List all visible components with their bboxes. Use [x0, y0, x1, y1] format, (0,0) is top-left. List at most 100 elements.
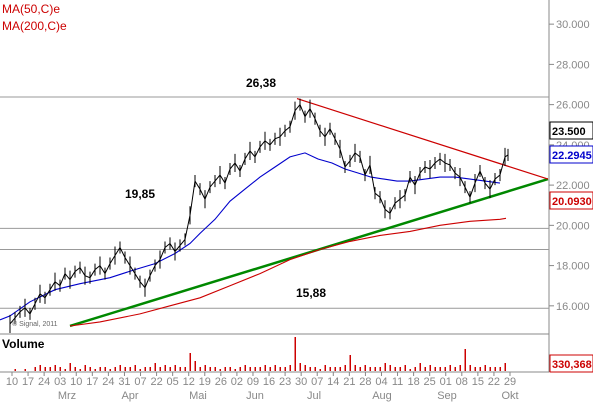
volume-bar-89: [469, 365, 471, 371]
y-tick-label-0: 30.000: [556, 19, 590, 31]
volume-bar-2: [34, 367, 36, 371]
volume-bar-12: [84, 365, 86, 371]
volume-bar-86: [454, 367, 456, 371]
volume-bar-53: [289, 365, 291, 371]
x-tick-label-12: 19: [199, 376, 211, 388]
x-tick-label-18: 30: [295, 376, 307, 388]
x-tick-label-20: 14: [327, 376, 339, 388]
volume-bar-69: [369, 367, 371, 371]
volume-bar-23: [139, 369, 141, 371]
x-tick-label-9: 22: [150, 376, 162, 388]
volume-bar-91: [479, 367, 481, 371]
svg-text:330,368: 330,368: [552, 359, 592, 371]
svg-text:22.2945: 22.2945: [552, 150, 592, 162]
month-label-7: Okt: [501, 390, 518, 402]
watermark: © Signal, 2011: [12, 320, 58, 328]
month-label-0: Mrz: [58, 390, 76, 402]
legend-ma50: MA(50,C)e: [2, 2, 60, 16]
volume-bar-58: [314, 367, 316, 371]
volume-bar-1: [24, 369, 26, 371]
x-tick-label-4: 10: [70, 376, 82, 388]
x-tick-label-21: 21: [343, 376, 355, 388]
volume-bar-36: [204, 365, 206, 371]
annotation-high: 26,38: [246, 76, 276, 90]
volume-bar-90: [474, 367, 476, 371]
volume-bar-31: [179, 367, 181, 371]
volume-bar-48: [264, 365, 266, 371]
month-label-2: Mai: [189, 390, 207, 402]
x-tick-label-11: 12: [183, 376, 195, 388]
volume-box: 330,368: [549, 354, 593, 373]
volume-bar-21: [129, 367, 131, 371]
volume-bar-9: [69, 363, 71, 371]
volume-bar-51: [279, 367, 281, 371]
x-tick-label-26: 25: [424, 376, 436, 388]
x-tick-label-13: 26: [215, 376, 227, 388]
volume-bar-73: [389, 365, 391, 371]
volume-bar-92: [484, 365, 486, 371]
volume-bar-85: [449, 365, 451, 371]
volume-bar-10: [74, 367, 76, 371]
volume-bar-28: [164, 365, 166, 371]
volume-bar-76: [404, 365, 406, 371]
volume-bar-20: [124, 367, 126, 371]
series-line-ma-200-c-e: [69, 217, 507, 327]
volume-bar-30: [174, 365, 176, 371]
trendline-support: [69, 177, 549, 328]
x-tick-label-29: 15: [472, 376, 484, 388]
x-tick-label-15: 09: [247, 376, 259, 388]
trendline-resistance: [296, 98, 549, 180]
x-tick-label-22: 28: [359, 376, 371, 388]
trendlines: [69, 98, 549, 328]
svg-text:23.500: 23.500: [552, 126, 586, 138]
y-axis-ticks: 30.00028.00026.00024.00022.00020.00018.0…: [549, 19, 590, 313]
volume-bar-42: [234, 369, 236, 371]
y-tick-label-7: 16.000: [556, 301, 590, 313]
volume-bar-71: [379, 367, 381, 371]
x-tick-label-28: 08: [456, 376, 468, 388]
volume-bar-50: [274, 365, 276, 371]
x-tick-label-16: 16: [263, 376, 275, 388]
volume-bar-11: [79, 369, 81, 371]
x-tick-label-1: 17: [22, 376, 34, 388]
volume-bar-80: [424, 367, 426, 371]
volume-bar-52: [284, 367, 286, 371]
svg-text:20.0930: 20.0930: [552, 196, 592, 208]
volume-bar-3: [39, 365, 41, 371]
ma200-box: 20.0930: [549, 191, 593, 210]
volume-bar-83: [439, 367, 441, 371]
volume-bar-87: [459, 365, 461, 371]
volume-bar-64: [344, 365, 346, 371]
volume-bar-74: [394, 367, 396, 371]
legend-ma200: MA(200,C)e: [2, 19, 67, 33]
volume-bar-60: [324, 365, 326, 371]
volume-bar-95: [499, 367, 501, 371]
volume-bar-84: [444, 367, 446, 371]
volume-bar-15: [99, 367, 101, 371]
volume-bar-66: [354, 365, 356, 371]
horizontal-levels: [0, 96, 549, 309]
volume-bar-88: [464, 349, 466, 371]
volume-bar-43: [239, 367, 241, 371]
x-tick-label-3: 03: [54, 376, 66, 388]
x-tick-label-23: 04: [375, 376, 387, 388]
series-lines: [0, 98, 509, 333]
volume-bar-8: [64, 369, 66, 371]
x-tick-label-14: 02: [231, 376, 243, 388]
volume-bar-13: [89, 367, 91, 371]
month-labels: Mrz Apr Mai Jun Jul Aug Sep Okt: [58, 390, 519, 402]
volume-bar-35: [199, 367, 201, 371]
volume-bar-55: [299, 363, 301, 371]
volume-bar-77: [409, 369, 411, 371]
volume-bar-39: [219, 369, 221, 371]
volume-bar-34: [194, 361, 196, 371]
ma50-box: 22.2945: [549, 145, 593, 164]
x-tick-label-5: 17: [86, 376, 98, 388]
volume-bar-56: [304, 365, 306, 371]
volume-bar-25: [149, 367, 151, 371]
volume-bar-81: [429, 365, 431, 371]
volume-bar-32: [184, 367, 186, 371]
volume-bar-7: [59, 367, 61, 371]
month-label-1: Apr: [121, 390, 138, 402]
